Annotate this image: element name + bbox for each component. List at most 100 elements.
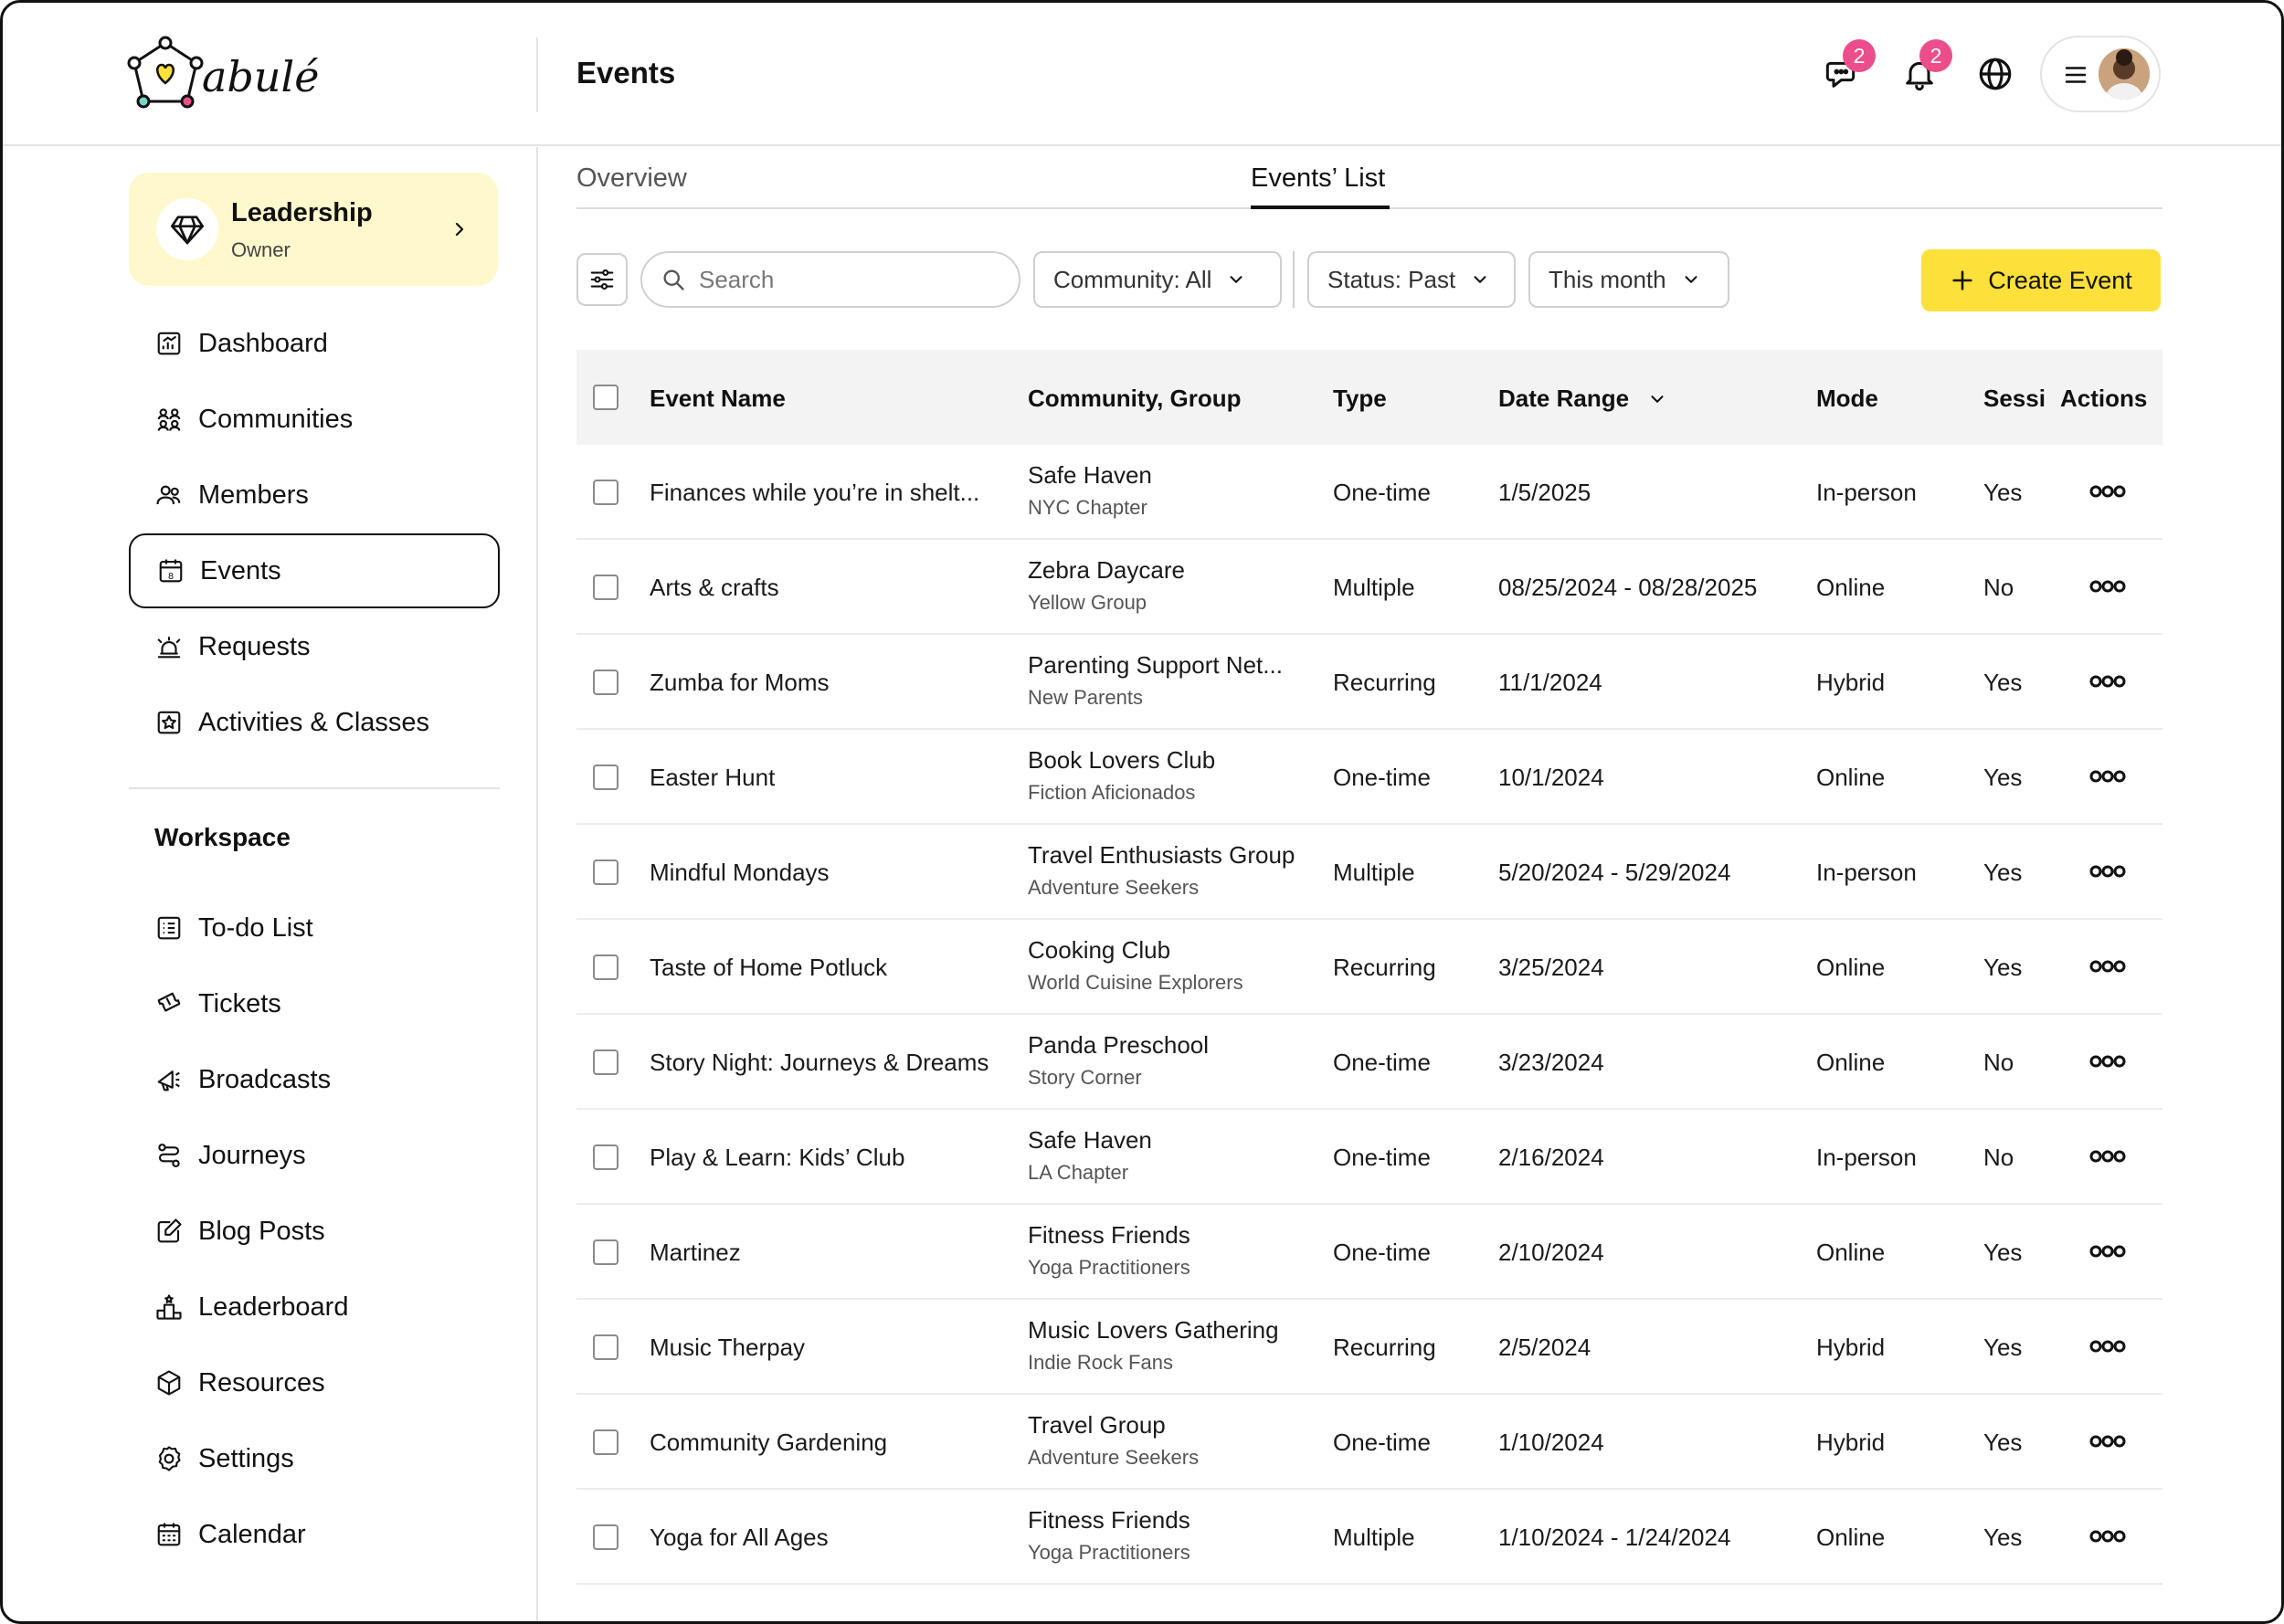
event-type: Recurring [1333, 1334, 1436, 1361]
date-filter-dropdown[interactable]: This month [1528, 251, 1729, 308]
row-checkbox[interactable] [593, 1429, 619, 1455]
table-row[interactable]: Community Gardening Travel Group Adventure… [576, 1395, 2162, 1490]
sidebar-item-blog[interactable]: Blog Posts [129, 1194, 500, 1269]
more-actions-icon[interactable] [2088, 954, 2128, 978]
group-name: New Parents [1028, 686, 1143, 709]
event-name[interactable]: Martinez [650, 1239, 741, 1266]
status-filter-dropdown[interactable]: Status: Past [1307, 251, 1516, 308]
row-checkbox[interactable] [593, 670, 619, 695]
event-name[interactable]: Community Gardening [650, 1429, 888, 1456]
row-checkbox[interactable] [593, 859, 619, 885]
star-icon [154, 708, 184, 737]
sidebar-item-journeys[interactable]: Journeys [129, 1118, 500, 1193]
filter-settings-button[interactable] [576, 253, 628, 306]
table-row[interactable]: Mindful Mondays Travel Enthusiasts Group A… [576, 825, 2162, 920]
sidebar-item-todo[interactable]: To-do List [129, 891, 500, 965]
user-menu-button[interactable] [2040, 36, 2161, 112]
table-row[interactable]: Yoga for All Ages Fitness Friends Yoga Pra… [576, 1490, 2162, 1585]
event-name[interactable]: Taste of Home Potluck [650, 954, 888, 981]
event-mode: Online [1816, 954, 1886, 981]
more-actions-icon[interactable] [2088, 1334, 2128, 1358]
column-header-sessions[interactable]: Sessi [1983, 385, 2046, 412]
table-row[interactable]: Zumba for Moms Parenting Support Net... Ne… [576, 635, 2162, 730]
sidebar-item-calendar[interactable]: Calendar [129, 1497, 500, 1572]
event-name[interactable]: Music Therpay [650, 1334, 806, 1361]
sidebar-item-tickets[interactable]: Tickets [129, 966, 500, 1041]
table-row[interactable]: Play & Learn: Kids’ Club Safe Haven LA Cha… [576, 1110, 2162, 1205]
search-box[interactable] [640, 251, 1020, 308]
sidebar-item-requests[interactable]: Requests [129, 609, 500, 684]
more-actions-icon[interactable] [2088, 1429, 2128, 1453]
table-row[interactable]: Taste of Home Potluck Cooking Club World C… [576, 920, 2162, 1015]
search-input[interactable] [699, 265, 991, 294]
row-checkbox[interactable] [593, 954, 619, 980]
table-row[interactable]: Story Night: Journeys & Dreams Panda Pres… [576, 1015, 2162, 1110]
more-actions-icon[interactable] [2088, 1239, 2128, 1263]
sidebar-item-events[interactable]: 8 Events [129, 533, 500, 608]
tab-events-list[interactable]: Events’ List [1251, 163, 1386, 193]
session-value: Yes [1983, 1334, 2023, 1361]
group-name: Fiction Aficionados [1028, 781, 1196, 804]
column-header-mode[interactable]: Mode [1816, 385, 1878, 412]
messages-badge: 2 [1843, 39, 1876, 72]
event-name[interactable]: Zumba for Moms [650, 669, 830, 696]
column-header-date-range[interactable]: Date Range [1498, 385, 1667, 413]
row-checkbox[interactable] [593, 1334, 619, 1360]
row-checkbox[interactable] [593, 1524, 619, 1550]
more-actions-icon[interactable] [2088, 1144, 2128, 1168]
event-name[interactable]: Mindful Mondays [650, 859, 830, 886]
date-range: 08/25/2024 - 08/28/2025 [1498, 574, 1758, 601]
sidebar-item-broadcasts[interactable]: Broadcasts [129, 1042, 500, 1117]
table-row[interactable]: Easter Hunt Book Lovers Club Fiction Afici… [576, 730, 2162, 825]
column-header-event-name[interactable]: Event Name [650, 385, 786, 412]
logo[interactable]: abulé [127, 36, 319, 114]
notifications-button[interactable]: 2 [1898, 39, 1952, 96]
event-name[interactable]: Finances while you’re in shelt... [650, 479, 980, 506]
table-row[interactable]: Martinez Fitness Friends Yoga Practitioner… [576, 1205, 2162, 1300]
more-actions-icon[interactable] [2088, 670, 2128, 693]
table-row[interactable]: Finances while you’re in shelt... Safe Ha… [576, 445, 2162, 540]
tab-overview[interactable]: Overview [576, 163, 687, 193]
more-actions-icon[interactable] [2088, 575, 2128, 598]
row-checkbox[interactable] [593, 1144, 619, 1170]
column-header-type[interactable]: Type [1333, 385, 1387, 412]
create-event-button[interactable]: Create Event [1921, 249, 2161, 311]
date-range: 1/10/2024 - 1/24/2024 [1498, 1524, 1731, 1551]
more-actions-icon[interactable] [2088, 859, 2128, 883]
community-name: Travel Enthusiasts Group [1028, 841, 1295, 869]
column-header-community[interactable]: Community, Group [1028, 385, 1242, 412]
event-name[interactable]: Arts & crafts [650, 574, 779, 601]
event-name[interactable]: Story Night: Journeys & Dreams [650, 1049, 989, 1076]
row-checkbox[interactable] [593, 1239, 619, 1265]
row-checkbox[interactable] [593, 1049, 619, 1075]
community-filter-dropdown[interactable]: Community: All [1033, 251, 1282, 308]
select-all-checkbox[interactable] [593, 385, 619, 410]
messages-button[interactable]: 2 [1821, 39, 1876, 96]
table-row[interactable]: Music Therpay Music Lovers Gathering Indie… [576, 1300, 2162, 1395]
event-name[interactable]: Yoga for All Ages [650, 1524, 829, 1551]
sidebar-item-settings[interactable]: Settings [129, 1421, 500, 1496]
event-type: One-time [1333, 479, 1431, 506]
sidebar-item-label: Calendar [198, 1519, 306, 1549]
row-checkbox[interactable] [593, 765, 619, 790]
row-checkbox[interactable] [593, 480, 619, 505]
more-actions-icon[interactable] [2088, 1524, 2128, 1548]
sidebar-item-members[interactable]: Members [129, 458, 500, 533]
language-button[interactable] [1973, 52, 2017, 96]
sidebar-item-communities[interactable]: Communities [129, 382, 500, 457]
sidebar-item-activities[interactable]: Activities & Classes [129, 685, 500, 760]
event-name[interactable]: Play & Learn: Kids’ Club [650, 1144, 905, 1171]
sidebar-item-dashboard[interactable]: Dashboard [129, 306, 500, 381]
role-switcher[interactable]: Leadership Owner [129, 173, 498, 286]
more-actions-icon[interactable] [2088, 765, 2128, 788]
more-actions-icon[interactable] [2088, 480, 2128, 503]
sidebar-item-leaderboard[interactable]: Leaderboard [129, 1270, 500, 1345]
more-actions-icon[interactable] [2088, 1049, 2128, 1073]
table-row[interactable]: Arts & crafts Zebra Daycare Yellow Group Mu… [576, 540, 2162, 635]
row-checkbox[interactable] [593, 575, 619, 600]
event-name[interactable]: Easter Hunt [650, 764, 776, 791]
sidebar-item-resources[interactable]: Resources [129, 1345, 500, 1420]
group-name: Adventure Seekers [1028, 876, 1200, 899]
session-value: Yes [1983, 764, 2023, 791]
event-mode: Online [1816, 1049, 1886, 1076]
